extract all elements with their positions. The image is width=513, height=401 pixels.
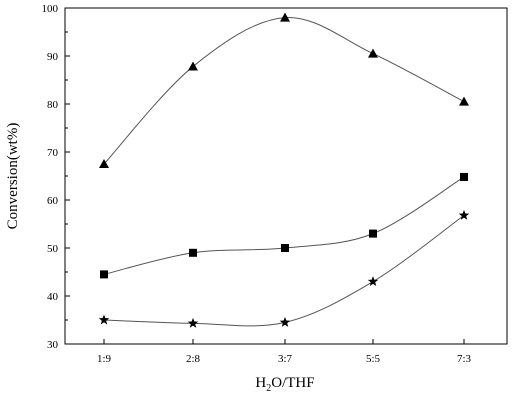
x-axis-title: H2O/THF xyxy=(255,375,314,394)
triangle-marker xyxy=(368,48,378,58)
star-marker xyxy=(367,276,379,287)
y-tick-label: 50 xyxy=(47,243,59,255)
y-tick-label: 80 xyxy=(47,99,59,111)
triangle-marker xyxy=(280,12,290,22)
y-axis-title: Conversion(wt%) xyxy=(5,123,21,230)
y-tick-label: 70 xyxy=(47,147,59,159)
star-marker xyxy=(458,209,470,220)
square-marker xyxy=(281,244,289,252)
triangle-marker xyxy=(99,159,109,168)
x-axis-title-rest: O/THF xyxy=(271,375,314,391)
star-marker xyxy=(98,314,110,325)
y-tick-label: 30 xyxy=(47,339,59,351)
square-marker xyxy=(100,270,108,279)
series-curve-triangle xyxy=(103,17,465,165)
x-axis-title-main: H xyxy=(255,375,266,391)
series-curve-square xyxy=(103,176,465,275)
x-axis: 1:9 2:8 3:7 5:5 7:3 xyxy=(97,339,472,365)
triangle-marker xyxy=(188,61,198,71)
x-axis-title-subscript: 2 xyxy=(266,383,271,394)
y-tick-label: 100 xyxy=(42,3,59,15)
square-marker xyxy=(460,172,468,181)
data-markers xyxy=(98,12,470,328)
fitted-curves xyxy=(103,17,465,327)
x-tick-label: 2:8 xyxy=(186,353,201,365)
x-tick-label: 1:9 xyxy=(97,353,112,365)
triangle-marker xyxy=(459,96,469,106)
star-marker xyxy=(187,317,199,328)
x-tick-label: 7:3 xyxy=(457,353,472,365)
series-curve-star xyxy=(103,214,465,327)
y-tick-label: 40 xyxy=(47,291,59,303)
y-axis: 30 40 50 60 70 80 90 100 xyxy=(42,3,70,351)
x-tick-label: 5:5 xyxy=(366,353,381,365)
x-tick-label: 3:7 xyxy=(278,353,293,365)
square-marker xyxy=(189,248,197,257)
y-tick-label: 90 xyxy=(47,51,59,63)
y-tick-label: 60 xyxy=(47,195,59,207)
star-marker xyxy=(279,316,291,327)
square-marker xyxy=(369,229,377,238)
plot-frame xyxy=(64,7,508,345)
